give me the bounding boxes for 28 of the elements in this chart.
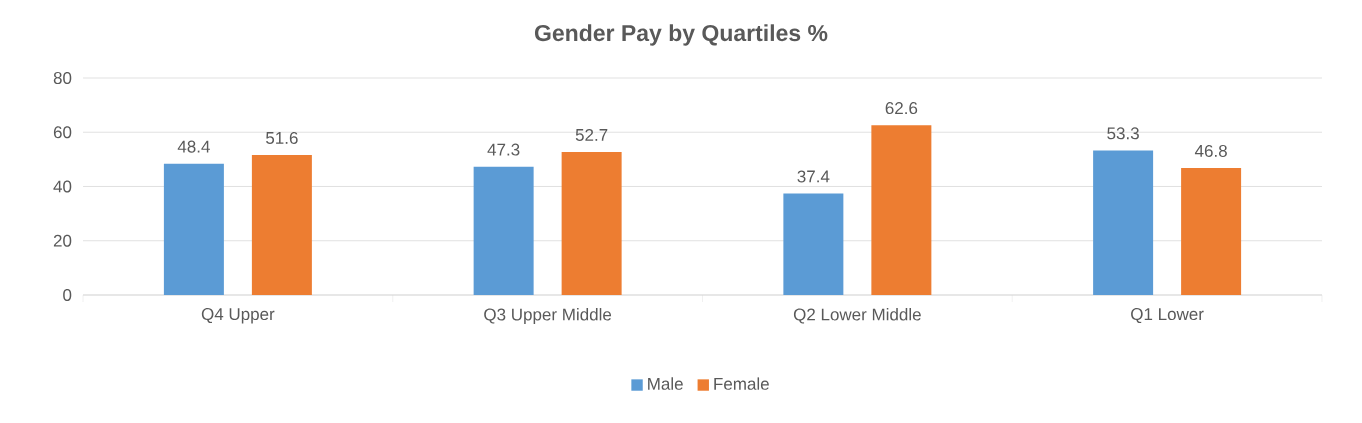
- bar: [1181, 168, 1242, 295]
- data-label: 51.6: [266, 131, 298, 144]
- bar: [561, 152, 622, 295]
- legend-label: Female: [714, 377, 769, 390]
- data-label: 53.3: [1107, 127, 1139, 140]
- x-tick-label: Q4 Upper: [201, 308, 275, 324]
- bar: [473, 166, 534, 295]
- x-tick-label: Q1 Lower: [1131, 308, 1204, 324]
- data-label: 62.6: [885, 102, 918, 115]
- bar: [783, 193, 844, 295]
- chart-title: Gender Pay by Quartiles %: [534, 24, 828, 46]
- data-label: 47.3: [487, 143, 520, 156]
- y-tick-label: 20: [53, 234, 72, 247]
- y-tick-label: 80: [53, 72, 72, 85]
- y-tick-label: 40: [53, 180, 72, 193]
- data-label: 46.8: [1194, 144, 1227, 157]
- x-tick-label: Q2 Lower Middle: [793, 308, 921, 324]
- y-tick-label: 60: [53, 126, 72, 139]
- y-tick-label: 0: [63, 288, 72, 301]
- bar: [1093, 150, 1154, 295]
- bar: [251, 155, 312, 295]
- x-tick-label: Q3 Upper Middle: [484, 308, 612, 324]
- data-label: 52.7: [575, 128, 608, 141]
- legend-label: Male: [648, 377, 683, 390]
- data-label: 48.4: [177, 140, 210, 153]
- data-label: 37.4: [797, 170, 830, 183]
- bar: [163, 163, 224, 295]
- bar: [871, 125, 932, 295]
